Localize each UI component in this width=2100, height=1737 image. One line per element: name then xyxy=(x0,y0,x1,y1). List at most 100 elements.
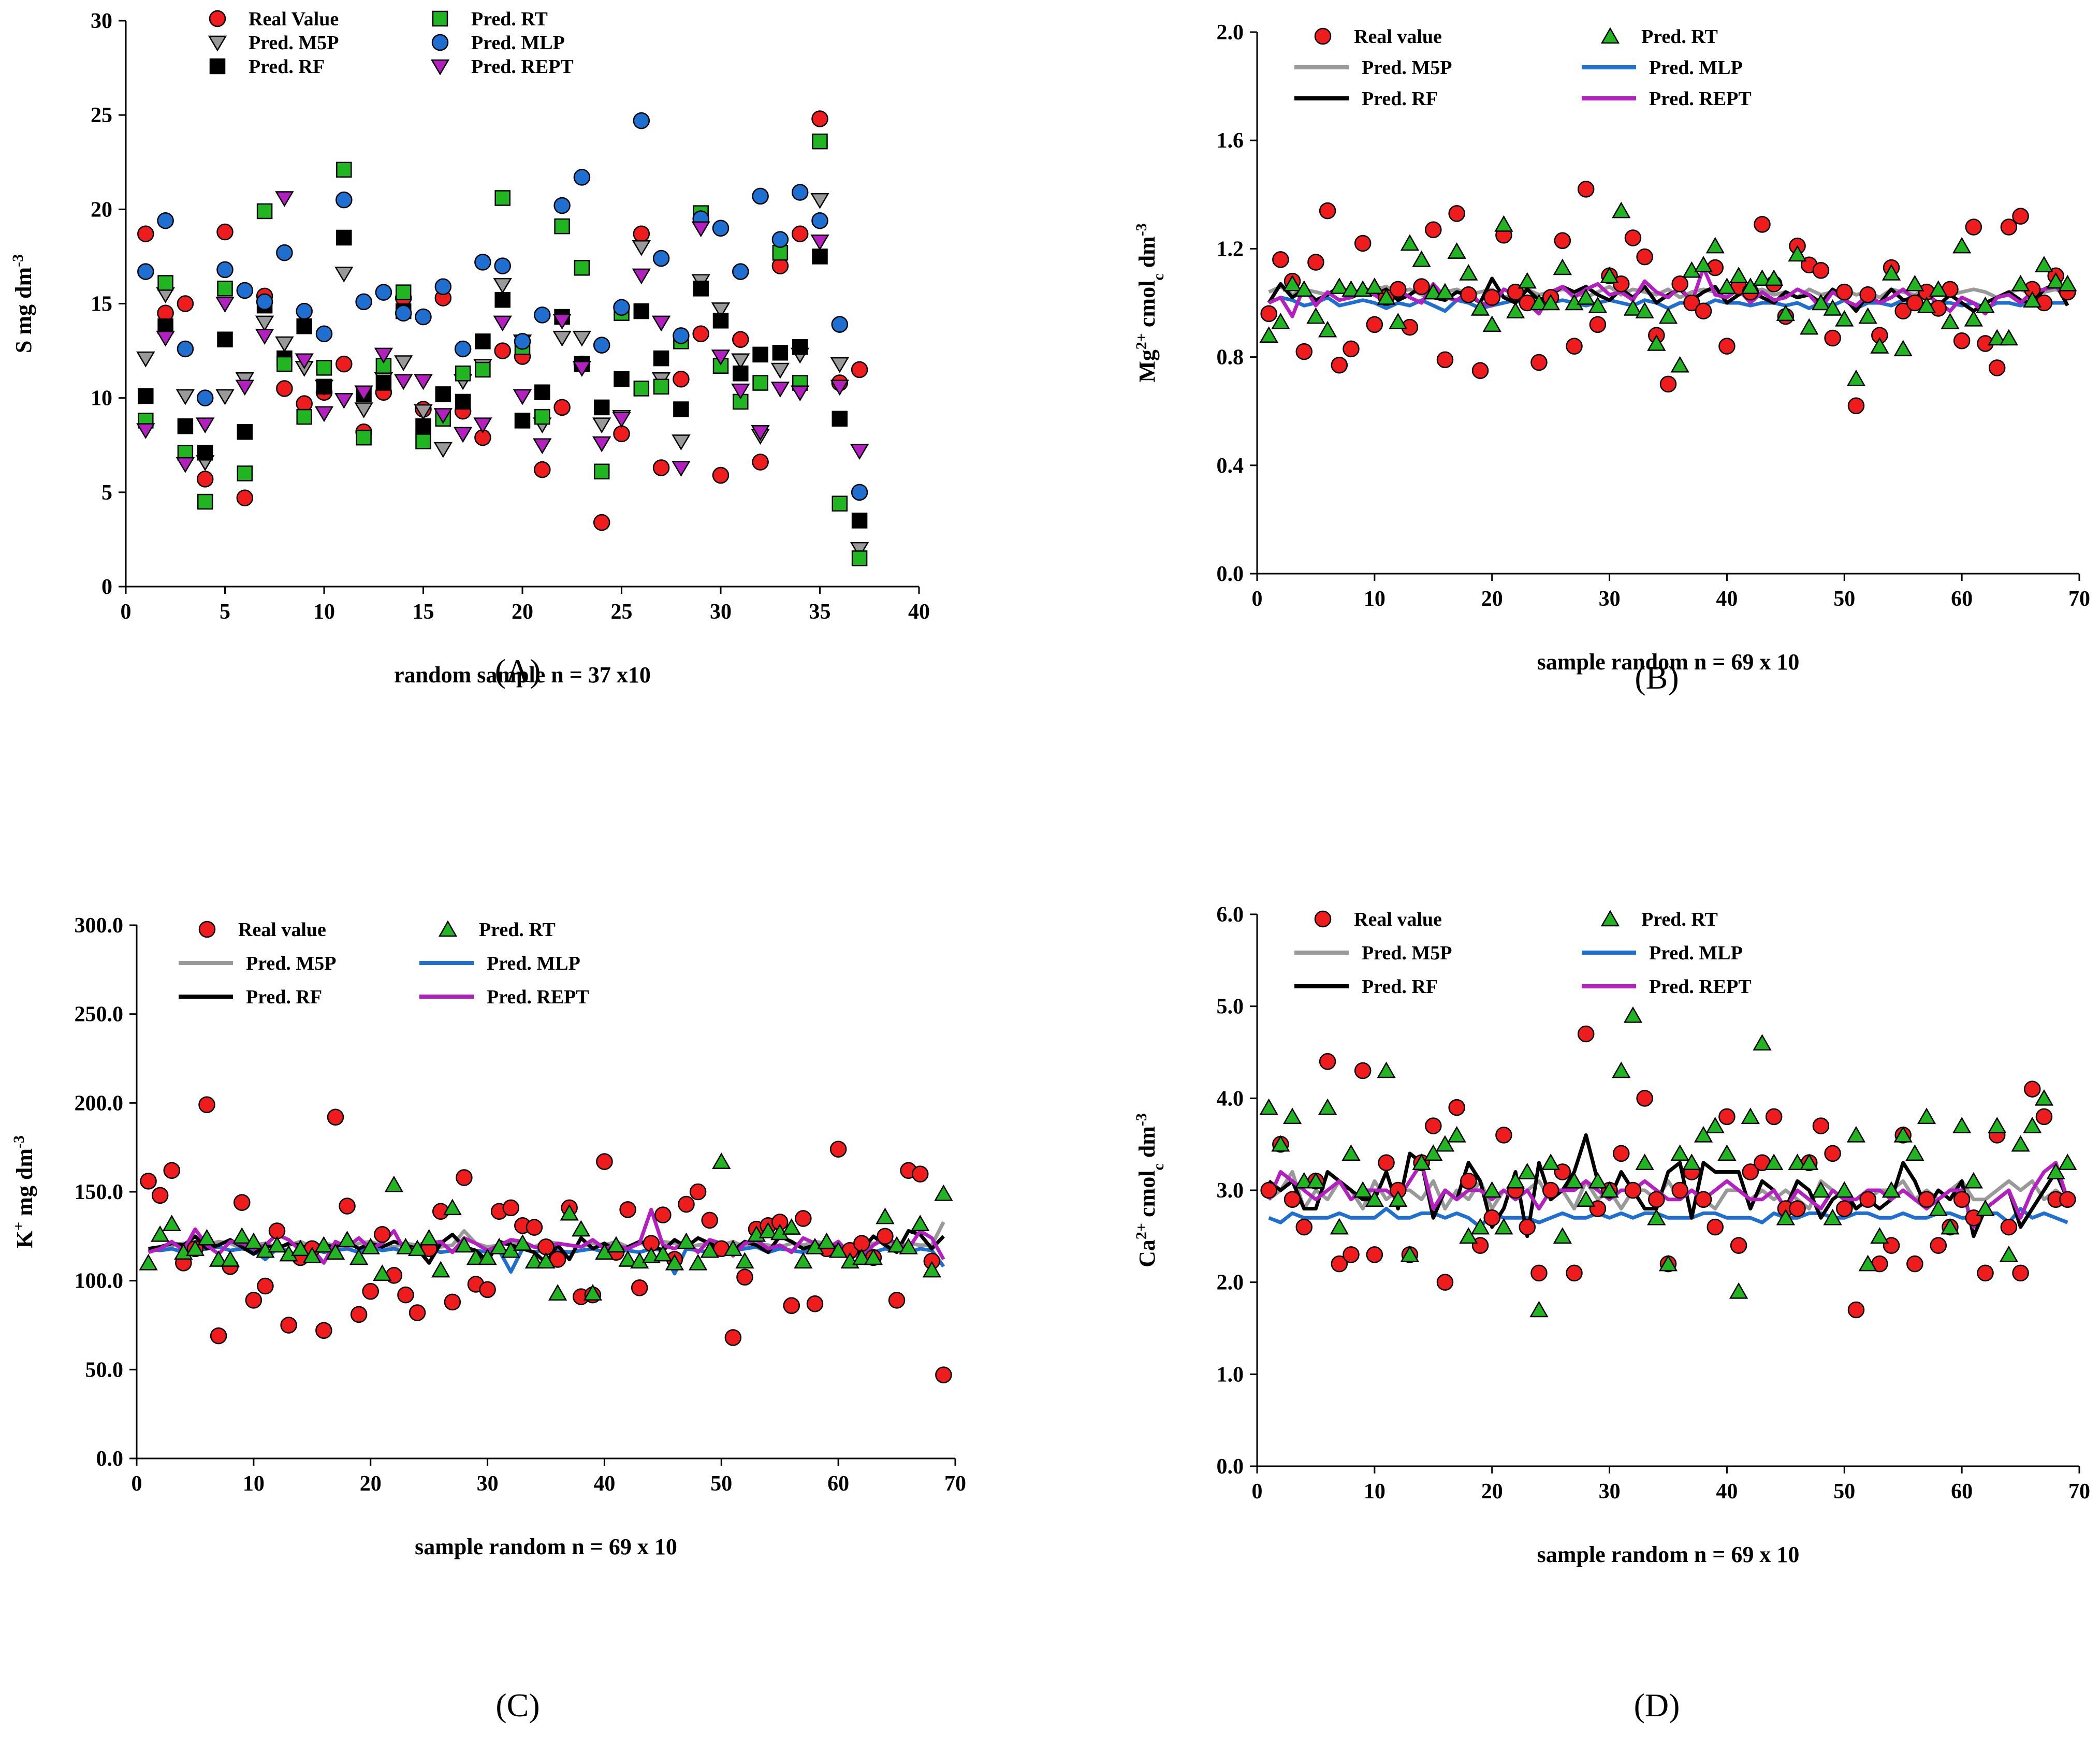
point-pred-rt xyxy=(1741,1107,1760,1125)
point-real-value xyxy=(2000,218,2018,236)
point-pred-rf xyxy=(653,350,669,367)
point-pred-m5p xyxy=(731,353,750,370)
x-axis-label: random sample n = 37 x10 xyxy=(394,662,651,688)
point-pred-rf xyxy=(237,424,253,440)
point-pred-mlp xyxy=(752,187,769,205)
point-pred-rt xyxy=(1341,280,1361,297)
y-axis-label: K+ mg dm-3 xyxy=(10,1135,38,1248)
point-real-value xyxy=(1483,1209,1500,1227)
point-pred-rt xyxy=(1365,278,1384,294)
point-pred-rt xyxy=(1577,1190,1596,1207)
point-pred-mlp xyxy=(652,250,670,267)
point-real-value xyxy=(1953,1191,1971,1208)
point-pred-rt xyxy=(455,1236,474,1253)
point-real-value xyxy=(151,1187,169,1204)
point-pred-rt xyxy=(1306,1172,1325,1189)
point-real-value xyxy=(633,225,650,242)
point-pred-mlp xyxy=(216,261,234,279)
point-pred-mlp xyxy=(315,325,333,343)
point-real-value xyxy=(140,1173,157,1190)
point-real-value xyxy=(1906,294,1923,312)
point-pred-rf xyxy=(197,445,213,461)
point-real-value xyxy=(613,425,630,443)
point-pred-rt xyxy=(1753,1034,1772,1050)
x-axis-label: sample random n = 69 x 10 xyxy=(1537,1542,1800,1567)
point-real-value xyxy=(783,1297,800,1314)
legend-label: Pred. MLP xyxy=(1649,57,1743,79)
point-pred-rt xyxy=(395,284,412,300)
point-pred-rt xyxy=(1494,215,1513,232)
point-pred-rt xyxy=(1905,1144,1924,1161)
legend-label: Real value xyxy=(1354,909,1442,930)
point-pred-rept xyxy=(493,315,512,332)
point-pred-rt xyxy=(1788,1154,1807,1170)
point-pred-rept xyxy=(394,374,413,390)
legend-label: Pred. M5P xyxy=(1362,942,1452,964)
point-pred-rt xyxy=(419,1229,439,1246)
point-pred-rt xyxy=(828,1241,848,1258)
point-pred-rept xyxy=(731,383,750,400)
point-pred-rf xyxy=(336,229,352,246)
point-pred-rt xyxy=(1823,1208,1842,1225)
point-real-value xyxy=(1636,248,1653,266)
point-pred-rt xyxy=(1776,304,1796,322)
point-pred-rept xyxy=(255,329,274,345)
point-real-value xyxy=(935,1366,952,1383)
point-real-value xyxy=(1671,1181,1688,1199)
point-pred-mlp xyxy=(811,212,828,229)
point-real-value xyxy=(1765,1108,1783,1126)
x-tick-label: 30 xyxy=(477,1472,499,1496)
point-pred-rt xyxy=(1447,242,1466,259)
point-pred-rt xyxy=(1635,1154,1654,1170)
point-pred-rt xyxy=(513,1234,532,1251)
point-pred-rt xyxy=(1623,1006,1643,1023)
y-axis-label-part: -3 xyxy=(1133,1113,1150,1126)
point-real-value xyxy=(1413,278,1430,295)
point-pred-rt xyxy=(1729,1282,1748,1299)
point-pred-rt xyxy=(1929,280,1948,297)
y-axis-label: S mg dm-3 xyxy=(9,254,37,353)
point-pred-rept xyxy=(156,330,175,347)
point-real-value xyxy=(196,471,214,488)
point-real-value xyxy=(502,1199,519,1217)
point-real-value xyxy=(1730,1237,1747,1254)
legend-label: Pred. RF xyxy=(1362,976,1438,998)
x-tick-label: 70 xyxy=(2068,587,2090,611)
point-pred-rt xyxy=(1389,313,1408,329)
point-pred-rt xyxy=(1893,1126,1913,1143)
point-real-value xyxy=(339,1198,356,1215)
x-tick-label: 40 xyxy=(908,600,930,624)
point-pred-rt xyxy=(1577,288,1596,305)
point-pred-rt xyxy=(1541,294,1561,311)
point-pred-m5p xyxy=(711,302,731,318)
point-pred-rf xyxy=(494,291,511,308)
point-real-value xyxy=(1260,1181,1277,1199)
point-real-value xyxy=(1847,1301,1865,1319)
point-pred-rt xyxy=(759,1222,778,1238)
point-pred-mlp xyxy=(355,293,372,311)
point-real-value xyxy=(851,361,868,378)
point-real-value xyxy=(806,1295,824,1312)
point-pred-rt xyxy=(296,408,312,425)
point-real-value xyxy=(1495,1127,1512,1144)
point-pred-rt xyxy=(1705,1117,1725,1133)
point-real-value xyxy=(791,225,809,242)
point-pred-rt xyxy=(1600,267,1619,283)
point-pred-m5p xyxy=(394,355,413,371)
point-real-value xyxy=(1977,1264,1994,1282)
legend-swatch xyxy=(438,920,458,937)
point-pred-mlp xyxy=(791,184,809,201)
point-pred-rt xyxy=(1377,288,1396,305)
point-pred-rt xyxy=(326,1243,345,1260)
point-pred-rt xyxy=(1964,310,1983,327)
point-pred-mlp xyxy=(137,263,154,280)
point-real-value xyxy=(1366,1246,1383,1263)
point-pred-rt xyxy=(1846,1126,1866,1143)
point-real-value xyxy=(1847,397,1865,414)
point-pred-rt xyxy=(1846,369,1866,386)
point-pred-rept xyxy=(751,425,770,441)
y-axis-label-part: -3 xyxy=(9,254,26,267)
point-real-value xyxy=(724,1329,742,1346)
point-pred-rt xyxy=(1823,299,1842,316)
point-pred-rt xyxy=(1835,310,1854,327)
